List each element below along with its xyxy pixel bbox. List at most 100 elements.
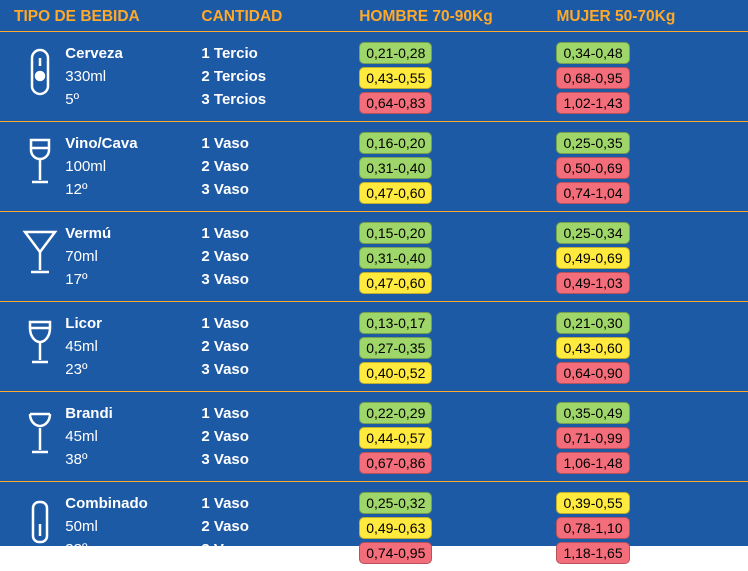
alcohol-range-pill: 0,43-0,60 [556,337,629,359]
beverage-info: Combinado50ml38º [65,490,201,561]
beverage-name: Cerveza [65,42,201,65]
quantity-value: 2 Vaso [201,515,359,538]
quantity-value: 3 Vaso [201,268,359,291]
beverage-info: Licor45ml23º [65,310,201,381]
woman-values: 0,25-0,350,50-0,690,74-1,04 [556,130,734,204]
man-values: 0,13-0,170,27-0,350,40-0,52 [359,310,556,384]
quantity-value: 3 Vaso [201,448,359,471]
alcohol-range-pill: 0,34-0,48 [556,42,629,64]
alcohol-table: TIPO DE BEBIDA CANTIDAD HOMBRE 70-90Kg M… [0,0,748,546]
alcohol-range-pill: 0,49-1,03 [556,272,629,294]
woman-values: 0,34-0,480,68-0,951,02-1,43 [556,40,734,114]
quantity-list: 1 Vaso2 Vaso3 Vaso [201,490,359,561]
quantity-value: 1 Vaso [201,402,359,425]
quantity-value: 3 Vaso [201,538,359,561]
beverage-volume: 50ml [65,515,201,538]
beverage-degree: 17º [65,268,201,291]
table-row: Cerveza330ml5º1 Tercio2 Tercios3 Tercios… [0,32,748,122]
quantity-value: 3 Vaso [201,358,359,381]
alcohol-range-pill: 0,22-0,29 [359,402,432,424]
man-values: 0,16-0,200,31-0,400,47-0,60 [359,130,556,204]
alcohol-range-pill: 1,02-1,43 [556,92,629,114]
header-woman: MUJER 50-70Kg [556,8,675,25]
man-values: 0,21-0,280,43-0,550,64-0,83 [359,40,556,114]
header-type: TIPO DE BEBIDA [14,8,140,25]
alcohol-range-pill: 0,43-0,55 [359,67,432,89]
alcohol-range-pill: 0,47-0,60 [359,182,432,204]
alcohol-range-pill: 0,78-1,10 [556,517,629,539]
beverage-name: Vermú [65,222,201,245]
quantity-list: 1 Vaso2 Vaso3 Vaso [201,220,359,291]
quantity-value: 3 Tercios [201,88,359,111]
beverage-degree: 38º [65,538,201,561]
alcohol-range-pill: 0,44-0,57 [359,427,432,449]
alcohol-range-pill: 0,25-0,32 [359,492,432,514]
martini-icon [14,220,65,280]
header-qty: CANTIDAD [201,8,282,25]
quantity-list: 1 Vaso2 Vaso3 Vaso [201,130,359,201]
alcohol-range-pill: 0,74-1,04 [556,182,629,204]
table-row: Combinado50ml38º1 Vaso2 Vaso3 Vaso0,25-0… [0,482,748,571]
alcohol-range-pill: 1,06-1,48 [556,452,629,474]
alcohol-range-pill: 0,31-0,40 [359,247,432,269]
alcohol-range-pill: 0,40-0,52 [359,362,432,384]
beer-icon [14,40,65,100]
beverage-info: Vermú70ml17º [65,220,201,291]
beverage-name: Vino/Cava [65,132,201,155]
woman-values: 0,21-0,30 0,43-0,60 0,64-0,90 [556,310,734,384]
header-man: HOMBRE 70-90Kg [359,8,493,25]
alcohol-range-pill: 0,47-0,60 [359,272,432,294]
beverage-degree: 5º [65,88,201,111]
man-values: 0,25-0,32 0,49-0,63 0,74-0,95 [359,490,556,564]
quantity-value: 1 Tercio [201,42,359,65]
table-header: TIPO DE BEBIDA CANTIDAD HOMBRE 70-90Kg M… [0,0,748,32]
alcohol-range-pill: 0,27-0,35 [359,337,432,359]
quantity-value: 2 Vaso [201,425,359,448]
quantity-value: 2 Vaso [201,155,359,178]
quantity-value: 1 Vaso [201,222,359,245]
table-row: Vermú70ml17º1 Vaso2 Vaso3 Vaso0,15-0,200… [0,212,748,302]
alcohol-range-pill: 0,74-0,95 [359,542,432,564]
beverage-volume: 45ml [65,425,201,448]
beverage-volume: 45ml [65,335,201,358]
beverage-name: Licor [65,312,201,335]
beverage-volume: 330ml [65,65,201,88]
quantity-value: 3 Vaso [201,178,359,201]
alcohol-range-pill: 0,64-0,90 [556,362,629,384]
alcohol-range-pill: 0,21-0,30 [556,312,629,334]
alcohol-range-pill: 0,15-0,20 [359,222,432,244]
beverage-degree: 12º [65,178,201,201]
alcohol-range-pill: 0,49-0,63 [359,517,432,539]
beverage-volume: 100ml [65,155,201,178]
table-row: Vino/Cava100ml12º1 Vaso2 Vaso3 Vaso0,16-… [0,122,748,212]
beverage-info: Cerveza330ml5º [65,40,201,111]
quantity-value: 1 Vaso [201,492,359,515]
woman-values: 0,39-0,55 0,78-1,10 1,18-1,65 [556,490,734,564]
beverage-name: Brandi [65,402,201,425]
shot-icon [14,490,65,550]
quantity-list: 1 Vaso2 Vaso3 Vaso [201,310,359,381]
woman-values: 0,35-0,490,71-0,991,06-1,48 [556,400,734,474]
quantity-value: 1 Vaso [201,132,359,155]
table-row: Brandi45ml38º1 Vaso2 Vaso3 Vaso0,22-0,29… [0,392,748,482]
beverage-info: Brandi45ml38º [65,400,201,471]
beverage-name: Combinado [65,492,201,515]
man-values: 0,15-0,20 0,31-0,40 0,47-0,60 [359,220,556,294]
alcohol-range-pill: 0,67-0,86 [359,452,432,474]
brandy-icon [14,400,65,460]
alcohol-range-pill: 0,25-0,35 [556,132,629,154]
alcohol-range-pill: 0,71-0,99 [556,427,629,449]
alcohol-range-pill: 0,49-0,69 [556,247,629,269]
quantity-list: 1 Vaso2 Vaso3 Vaso [201,400,359,471]
alcohol-range-pill: 0,39-0,55 [556,492,629,514]
beverage-degree: 23º [65,358,201,381]
quantity-list: 1 Tercio2 Tercios3 Tercios [201,40,359,111]
beverage-info: Vino/Cava100ml12º [65,130,201,201]
alcohol-range-pill: 1,18-1,65 [556,542,629,564]
table-row: Licor45ml23º1 Vaso2 Vaso3 Vaso0,13-0,170… [0,302,748,392]
liquor-icon [14,310,65,370]
quantity-value: 2 Vaso [201,335,359,358]
quantity-value: 2 Vaso [201,245,359,268]
alcohol-range-pill: 0,21-0,28 [359,42,432,64]
quantity-value: 1 Vaso [201,312,359,335]
